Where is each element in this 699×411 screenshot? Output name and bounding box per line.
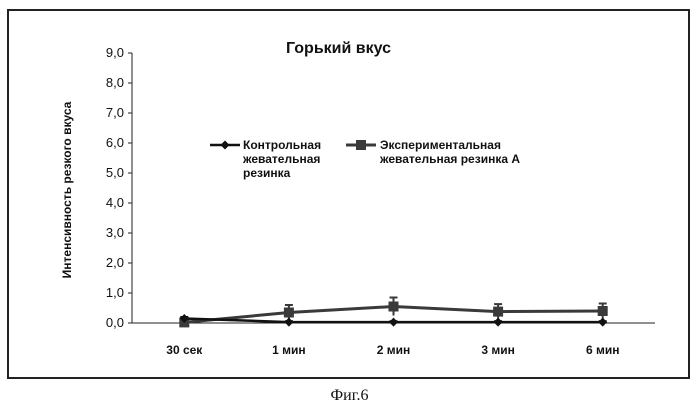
legend-label-experimental: Экспериментальнаяжевательная резинка А [380, 138, 520, 166]
legend-label-line: жевательная [243, 152, 321, 166]
x-tick-label: 3 мин [481, 343, 515, 357]
y-tick-label: 1,0 [106, 285, 124, 300]
y-tick-label: 2,0 [106, 255, 124, 270]
legend-label-line: Контрольная [243, 138, 321, 152]
y-tick-label: 3,0 [106, 225, 124, 240]
y-tick-label: 6,0 [106, 135, 124, 150]
data-point-experimental [389, 302, 399, 312]
y-tick-label: 9,0 [106, 45, 124, 60]
data-point-control [494, 318, 503, 327]
legend-label-control: Контрольнаяжевательнаярезинка [243, 138, 321, 180]
data-point-experimental [598, 306, 608, 316]
y-tick-label: 8,0 [106, 75, 124, 90]
x-tick-label: 6 мин [586, 343, 620, 357]
data-point-control [389, 318, 398, 327]
data-point-control [598, 318, 607, 327]
y-tick-label: 4,0 [106, 195, 124, 210]
legend-marker-experimental [356, 140, 366, 150]
legend-label-line: Экспериментальная [380, 138, 520, 152]
legend-marker-control [221, 141, 230, 150]
y-tick-label: 7,0 [106, 105, 124, 120]
legend-label-line: жевательная резинка А [380, 152, 520, 166]
x-tick-label: 2 мин [377, 343, 411, 357]
y-axis-label: Интенсивность резкого вкуса [60, 101, 74, 278]
y-tick-label: 0,0 [106, 315, 124, 330]
chart-title: Горький вкус [286, 40, 391, 58]
data-point-experimental [284, 308, 294, 318]
data-point-experimental [493, 307, 503, 317]
x-tick-label: 1 мин [272, 343, 306, 357]
x-tick-label: 30 сек [166, 343, 203, 357]
data-point-control [284, 318, 293, 327]
figure-caption: Фиг.6 [0, 387, 699, 405]
legend-label-line: резинка [243, 166, 321, 180]
y-tick-label: 5,0 [106, 165, 124, 180]
